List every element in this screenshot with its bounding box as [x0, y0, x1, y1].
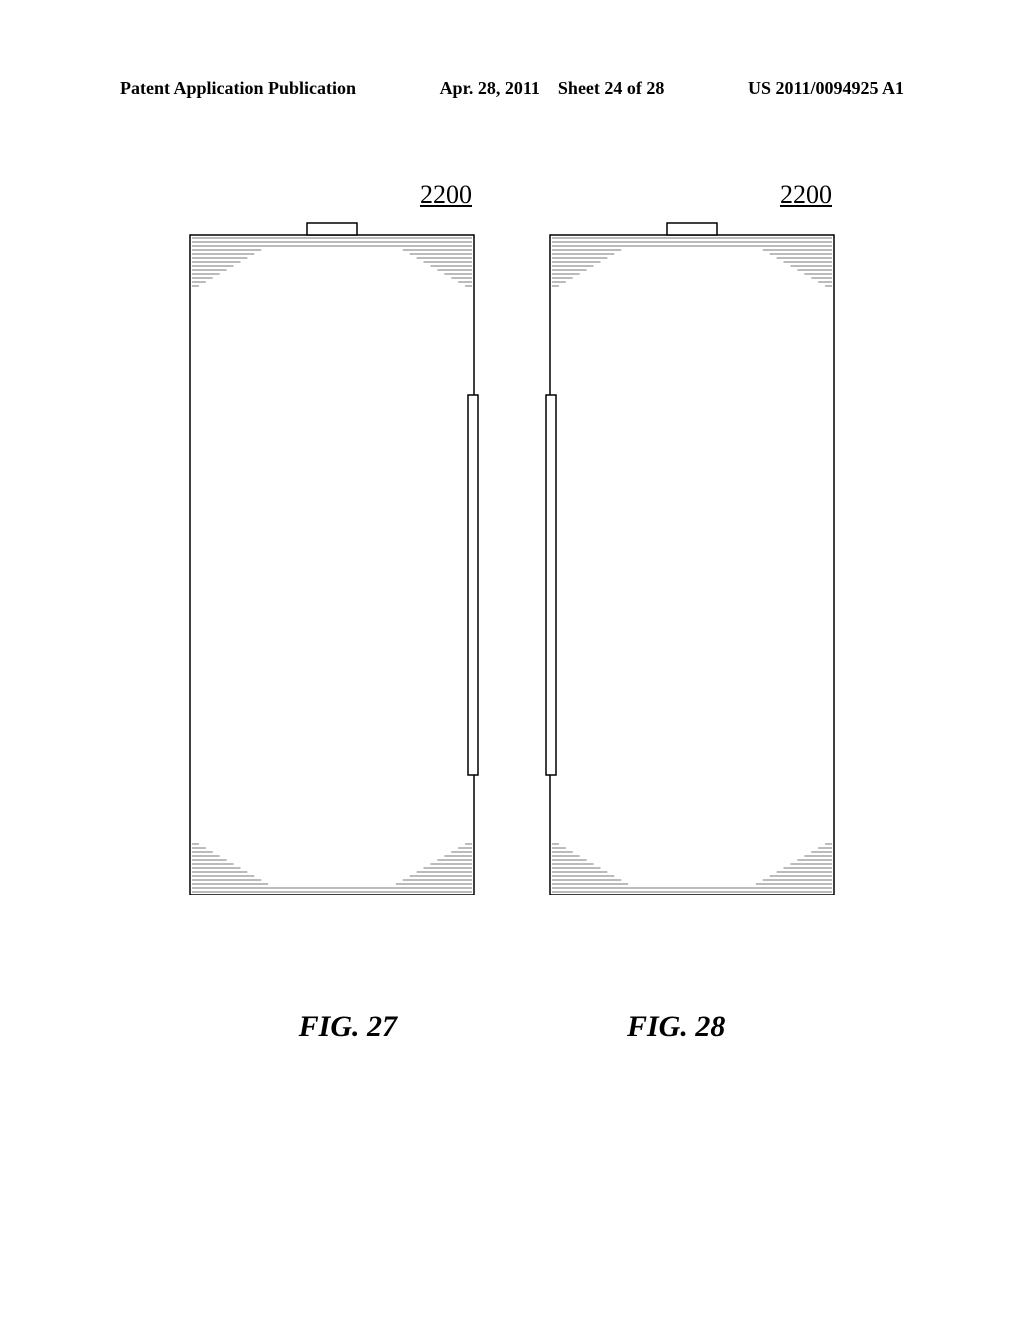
figure-27-caption: FIG. 27	[299, 1010, 397, 1044]
figure-28-wrapper: 2200	[542, 180, 842, 895]
figure-27-ref: 2200	[420, 180, 472, 210]
page-header: Patent Application Publication Apr. 28, …	[0, 78, 1024, 99]
publication-date-sheet: Apr. 28, 2011 Sheet 24 of 28	[440, 78, 665, 99]
figure-28-ref: 2200	[780, 180, 832, 210]
figure-27-wrapper: 2200	[182, 180, 482, 895]
figures-container: 2200 2200	[0, 180, 1024, 895]
figure-28-drawing	[542, 215, 842, 895]
publication-date: Apr. 28, 2011	[440, 78, 540, 98]
publication-type: Patent Application Publication	[120, 78, 356, 99]
figure-28-caption: FIG. 28	[627, 1010, 725, 1044]
figure-captions: FIG. 27 FIG. 28	[0, 1010, 1024, 1044]
figure-27-drawing	[182, 215, 482, 895]
publication-number: US 2011/0094925 A1	[748, 78, 904, 99]
sheet-number: Sheet 24 of 28	[558, 78, 665, 98]
